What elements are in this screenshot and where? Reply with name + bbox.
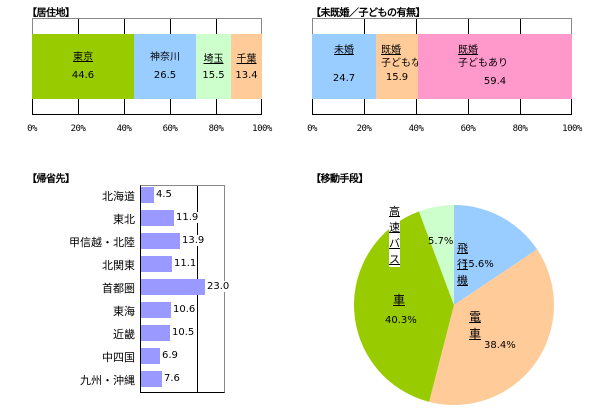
x-tick: 80% xyxy=(208,124,224,134)
segment-kanagawa: 神奈川 26.5 xyxy=(134,34,196,99)
pie-value-car: 40.3% xyxy=(385,315,417,326)
x-tick: 0% xyxy=(307,124,317,134)
segment-label: 千葉 xyxy=(236,54,257,65)
gridline xyxy=(170,98,171,114)
pie-value-express-bus: 5.7% xyxy=(428,236,454,247)
segment-value: 44.6 xyxy=(71,70,95,81)
pie-slice xyxy=(354,211,454,402)
segment-value: 15.5 xyxy=(202,70,225,81)
category-label: 北海道 xyxy=(102,190,135,203)
category-label: 中四国 xyxy=(102,351,135,364)
x-tick: 100% xyxy=(562,124,582,134)
destination-chart-title: 【帰省先】 xyxy=(27,174,75,185)
bar-value: 4.5 xyxy=(155,189,173,200)
residence-axis xyxy=(32,98,262,115)
x-tick: 40% xyxy=(116,124,132,134)
gridline xyxy=(416,98,417,114)
bar xyxy=(141,302,171,318)
bar xyxy=(141,256,172,272)
bar xyxy=(141,210,174,226)
pie-slice xyxy=(454,205,538,305)
pie-slice xyxy=(429,249,554,405)
pie-value-airplane: 15.6% xyxy=(462,259,494,270)
x-tick: 20% xyxy=(356,124,372,134)
marital-bar: 未婚 24.7 既婚 子どもなし 15.9 既婚 子どもあり 59.4 xyxy=(312,34,572,99)
category-label: 東北 xyxy=(113,213,135,226)
bar xyxy=(141,187,154,203)
category-label: 近畿 xyxy=(113,328,135,341)
category-label: 東海 xyxy=(113,305,135,318)
segment-chiba: 千葉 13.4 xyxy=(231,34,262,99)
x-tick: 40% xyxy=(408,124,424,134)
segment-label: 神奈川 xyxy=(150,52,180,63)
x-tick: 60% xyxy=(162,124,178,134)
residence-bar: 東京 44.6 神奈川 26.5 埼玉 15.5 千葉 13.4 xyxy=(32,34,262,99)
transport-chart-title: 【移動手段】 xyxy=(311,174,369,185)
bar xyxy=(141,279,205,295)
bar xyxy=(141,348,160,364)
bar-value: 23.0 xyxy=(206,281,231,292)
bar-value: 6.9 xyxy=(161,350,179,361)
pie-slice xyxy=(418,205,454,305)
bar-value: 13.9 xyxy=(181,235,206,246)
gridline xyxy=(216,98,217,114)
segment-value: 13.4 xyxy=(235,70,258,81)
bar-value: 10.5 xyxy=(171,327,196,338)
gridline xyxy=(124,98,125,114)
x-tick: 60% xyxy=(460,124,476,134)
pie-label-express-bus: 高速バス xyxy=(389,203,400,267)
segment-label-sub: 子どもあり xyxy=(458,58,508,69)
x-tick: 20% xyxy=(70,124,86,134)
pie-label-car: 車 xyxy=(393,293,406,307)
segment-value: 15.9 xyxy=(385,72,409,83)
category-label: 九州・沖縄 xyxy=(80,374,135,387)
bar xyxy=(141,233,180,249)
segment-unmarried: 未婚 24.7 xyxy=(312,34,376,99)
segment-value: 59.4 xyxy=(483,76,507,87)
segment-label-sub: 子どもなし xyxy=(381,58,431,69)
bar xyxy=(141,371,162,387)
pie-label-train: 電車 xyxy=(469,310,482,341)
segment-value: 24.7 xyxy=(332,73,356,84)
segment-tokyo: 東京 44.6 xyxy=(32,34,134,99)
bar-value: 10.6 xyxy=(172,304,197,315)
marital-chart-title: 【未既婚／子どもの有無】 xyxy=(311,8,426,19)
segment-value: 26.5 xyxy=(153,70,177,81)
x-tick: 100% xyxy=(252,124,272,134)
segment-label: 埼玉 xyxy=(203,54,224,65)
segment-label: 既婚 xyxy=(458,45,478,56)
bar-value: 7.6 xyxy=(163,373,181,384)
segment-label: 未婚 xyxy=(334,45,354,56)
bar xyxy=(141,325,170,341)
gridline xyxy=(468,98,469,114)
segment-label: 既婚 xyxy=(381,45,401,56)
category-label: 首都圏 xyxy=(102,282,135,295)
segment-married-with-children: 既婚 子どもあり 59.4 xyxy=(418,34,572,99)
bar-value: 11.1 xyxy=(173,258,198,269)
x-tick: 80% xyxy=(512,124,528,134)
pie-label-airplane: 飛行機 xyxy=(457,242,468,287)
bar-value: 11.9 xyxy=(175,212,200,223)
category-label: 甲信越・北陸 xyxy=(69,236,135,249)
segment-married-no-children: 既婚 子どもなし 15.9 xyxy=(376,34,431,99)
segment-saitama: 埼玉 15.5 xyxy=(196,34,231,99)
gridline xyxy=(78,98,79,114)
marital-axis xyxy=(312,98,572,115)
category-label: 北関東 xyxy=(102,259,135,272)
segment-label: 東京 xyxy=(73,52,93,63)
gridline xyxy=(520,98,521,114)
residence-chart-title: 【居住地】 xyxy=(27,8,75,19)
gridline xyxy=(364,98,365,114)
x-tick: 0% xyxy=(27,124,37,134)
pie-value-train: 38.4% xyxy=(484,340,516,351)
